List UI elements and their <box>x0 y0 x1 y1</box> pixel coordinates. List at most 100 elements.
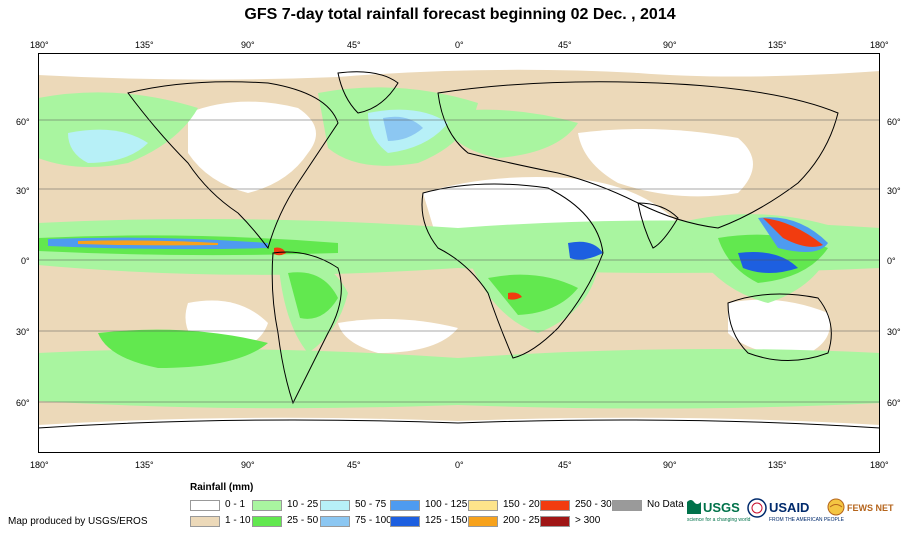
lat-tick-left-0: 0° <box>21 256 30 266</box>
lon-tick-bottom-4: 0° <box>455 460 464 470</box>
lat-tick-left-30n: 30° <box>16 186 30 196</box>
rainfall-map <box>38 53 880 453</box>
legend-swatch-over-300 <box>540 516 570 527</box>
lon-tick-top-2: 90° <box>241 40 255 50</box>
legend-label-25-50: 25 - 50 <box>287 515 319 526</box>
heavy-east-africa <box>568 241 603 260</box>
fewsnet-logo: FEWS NET <box>827 498 894 521</box>
dry-antarctica <box>38 417 880 453</box>
legend-swatch-200-250 <box>468 516 498 527</box>
legend-swatch-125-150 <box>390 516 420 527</box>
extreme-southern-africa <box>508 292 522 300</box>
legend-swatch-25-50 <box>252 516 282 527</box>
extreme-colombia <box>274 247 286 256</box>
legend-swatch-150-200 <box>468 500 498 511</box>
rain-150-plus <box>78 218 823 300</box>
credit-text: Map produced by USGS/EROS <box>8 516 148 527</box>
lon-tick-bottom-7: 135° <box>768 460 787 470</box>
storm-north-pacific <box>68 129 148 163</box>
legend-label-0-1: 0 - 1 <box>225 499 246 510</box>
legend-swatch-75-100 <box>320 516 350 527</box>
band-itcz <box>38 219 880 275</box>
legend-label-over-300: > 300 <box>575 515 601 526</box>
outline-greenland <box>337 71 399 114</box>
lon-tick-top-7: 135° <box>768 40 787 50</box>
lon-tick-top-1: 135° <box>135 40 154 50</box>
legend-label-125-150: 125 - 150 <box>425 515 468 526</box>
legend-label-75-100: 75 - 100 <box>355 515 392 526</box>
lon-tick-bottom-0: 180° <box>30 460 49 470</box>
outline-north-america <box>127 81 339 250</box>
lat-tick-left-30s: 30° <box>16 327 30 337</box>
outline-australia <box>727 293 832 361</box>
lat-tick-right-30n: 30° <box>887 186 901 196</box>
usgs-logo-text: USGS <box>703 500 740 515</box>
lon-tick-top-3: 45° <box>347 40 361 50</box>
lat-tick-left-60n: 60° <box>16 117 30 127</box>
dry-north-america <box>188 101 316 193</box>
usaid-logo: USAID FROM THE AMERICAN PEOPLE <box>747 498 844 523</box>
legend-label-10-25: 10 - 25 <box>287 499 319 510</box>
legend-label-250-300: 250 - 300 <box>575 499 618 510</box>
band-southern-ocean <box>38 349 880 409</box>
legend-swatch-1-10 <box>190 516 220 527</box>
lon-tick-bottom-2: 90° <box>241 460 255 470</box>
outline-europe-asia <box>437 81 839 229</box>
dry-eurasia <box>578 129 753 197</box>
legend-swatch-no-data <box>612 500 642 511</box>
usaid-seal-icon <box>747 498 767 518</box>
lat-tick-right-30s: 30° <box>887 327 901 337</box>
legend-swatch-50-75 <box>320 500 350 511</box>
legend-label-200-250: 200 - 250 <box>503 515 546 526</box>
usaid-logo-text: USAID <box>769 500 810 515</box>
fewsnet-logo-text: FEWS NET <box>847 503 894 513</box>
lon-tick-top-8: 180° <box>870 40 889 50</box>
legend-swatch-100-125 <box>390 500 420 511</box>
core-congo <box>488 274 578 315</box>
dry-australia <box>728 299 830 358</box>
lon-tick-bottom-5: 45° <box>558 460 572 470</box>
graticule <box>38 119 880 403</box>
core-amazon <box>288 272 338 319</box>
map-frame <box>38 53 880 453</box>
lon-tick-top-0: 180° <box>30 40 49 50</box>
lon-tick-bottom-6: 90° <box>663 460 677 470</box>
lon-tick-top-4: 0° <box>455 40 464 50</box>
legend-swatch-10-25 <box>252 500 282 511</box>
band-europe <box>438 109 578 158</box>
legend-label-100-125: 100 - 125 <box>425 499 468 510</box>
lat-tick-right-60s: 60° <box>887 398 901 408</box>
legend-swatch-250-300 <box>540 500 570 511</box>
map-title: GFS 7-day total rainfall forecast beginn… <box>244 6 676 23</box>
continent-outlines <box>38 71 880 429</box>
lon-tick-bottom-3: 45° <box>347 460 361 470</box>
outline-antarctica <box>38 419 880 429</box>
legend-label-50-75: 50 - 75 <box>355 499 387 510</box>
legend-label-1-10: 1 - 10 <box>225 515 251 526</box>
dry-arctic-north <box>38 53 880 80</box>
legend-label-150-200: 150 - 200 <box>503 499 546 510</box>
heavy-atlantic-storm <box>383 116 423 141</box>
core-southern-pacific <box>98 329 268 368</box>
legend-swatch-0-1 <box>190 500 220 511</box>
lat-tick-right-60n: 60° <box>887 117 901 127</box>
dry-south-atlantic <box>338 319 458 353</box>
extreme-philippines <box>763 218 823 247</box>
lat-tick-left-60s: 60° <box>16 398 30 408</box>
legend-title: Rainfall (mm) <box>190 482 254 493</box>
usgs-wave-icon <box>687 500 701 514</box>
outline-india <box>637 202 679 249</box>
outline-africa <box>421 183 604 359</box>
lon-tick-bottom-1: 135° <box>135 460 154 470</box>
lon-tick-top-6: 90° <box>663 40 677 50</box>
extreme-itcz-streak <box>78 240 218 246</box>
usaid-tagline: FROM THE AMERICAN PEOPLE <box>769 517 844 523</box>
outline-south-america <box>271 251 342 405</box>
usgs-tagline: science for a changing world <box>687 517 751 523</box>
fewsnet-globe-icon <box>827 498 845 516</box>
heavy-indonesia <box>738 252 798 273</box>
lon-tick-bottom-8: 180° <box>870 460 889 470</box>
usgs-logo: USGS science for a changing world <box>687 498 750 523</box>
lat-tick-right-0: 0° <box>887 256 896 266</box>
legend-label-no-data: No Data <box>647 499 684 510</box>
